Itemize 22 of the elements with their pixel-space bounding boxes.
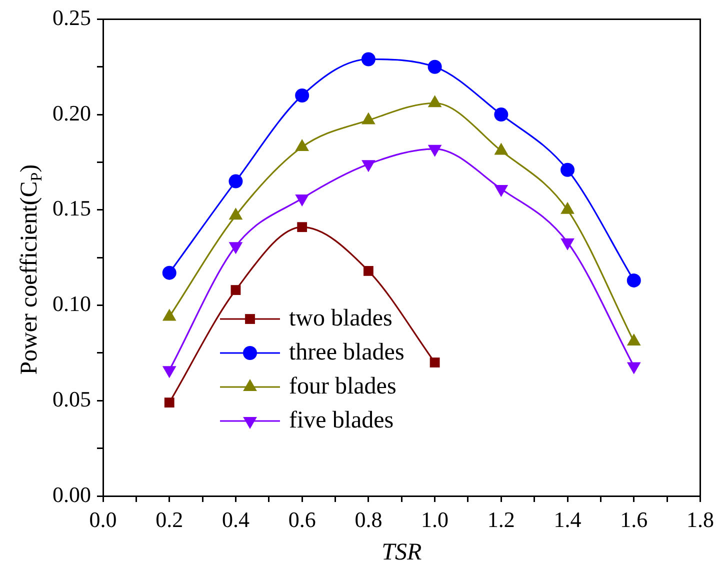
y-tick-label: 0.20 xyxy=(52,100,91,126)
x-tick-label: 1.4 xyxy=(554,506,582,532)
x-axis-title: TSR xyxy=(382,539,422,566)
x-tick-label: 1.6 xyxy=(620,506,648,532)
y-tick-label: 0.15 xyxy=(52,196,91,221)
x-tick-label: 1.8 xyxy=(686,506,714,532)
y-axis-title: Power coefficient(CP) xyxy=(16,164,46,375)
x-tick-label: 0.2 xyxy=(156,506,184,532)
x-tick-label: 1.2 xyxy=(487,506,515,532)
legend-label: three blades xyxy=(289,339,404,366)
y-tick-label: 0.00 xyxy=(52,482,91,507)
legend-label: two blades xyxy=(289,305,392,332)
x-tick-label: 0.0 xyxy=(89,506,117,532)
legend-label: five blades xyxy=(289,407,394,434)
x-tick-label: 0.4 xyxy=(222,506,250,532)
y-tick-label: 0.05 xyxy=(52,386,91,412)
x-tick-label: 0.6 xyxy=(288,506,316,532)
y-tick-label: 0.10 xyxy=(52,291,91,316)
y-tick-label: 0.25 xyxy=(52,4,91,30)
x-tick-label: 1.0 xyxy=(421,506,449,532)
x-tick-label: 0.8 xyxy=(354,506,382,532)
legend-label: four blades xyxy=(289,373,396,400)
